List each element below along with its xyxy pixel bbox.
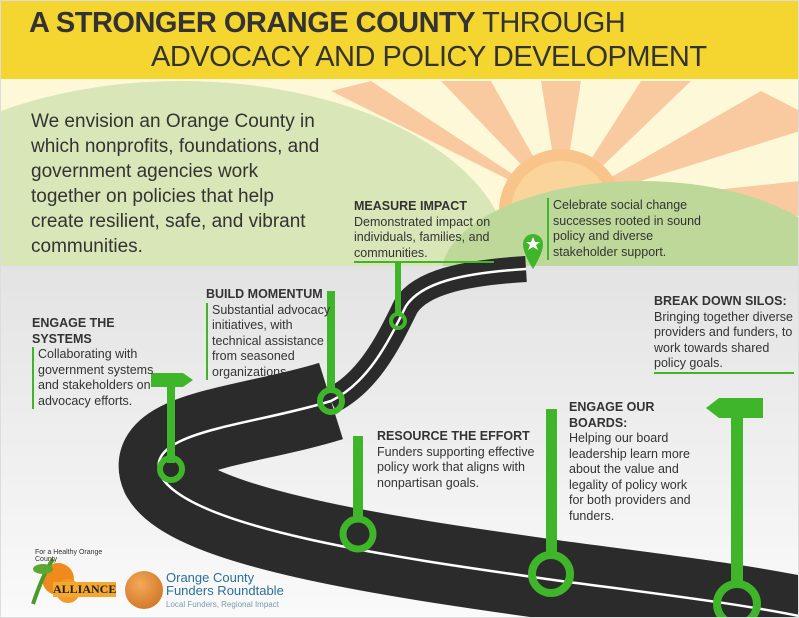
orange-icon	[125, 571, 163, 609]
step-break-down-silos: BREAK DOWN SILOS: Bringing together dive…	[654, 294, 794, 374]
alliance-logo: For a Healthy Orange County ALLIANCE	[13, 549, 118, 614]
signposts	[151, 234, 763, 617]
funders-roundtable-logo: Orange County Funders Roundtable Local Fu…	[125, 569, 295, 614]
title-banner: A STRONGER ORANGE COUNTY THROUGH ADVOCAC…	[1, 1, 798, 79]
celebrate-text: Celebrate social change successes rooted…	[547, 198, 717, 260]
star-icon	[526, 237, 540, 250]
step-build-momentum: BUILD MOMENTUM Substantial advocacy init…	[206, 287, 336, 380]
page-title: A STRONGER ORANGE COUNTY THROUGH	[29, 7, 626, 39]
vision-statement: We envision an Orange County in which no…	[31, 111, 320, 257]
step-engage-boards: ENGAGE OUR BOARDS: Helping our board lea…	[569, 400, 691, 523]
page-title-line2: ADVOCACY AND POLICY DEVELOPMENT	[151, 41, 707, 73]
step-measure-impact: MEASURE IMPACT Demonstrated impact on in…	[354, 199, 494, 263]
step-engage-systems: ENGAGE THE SYSTEMS Collaborating with go…	[32, 316, 162, 409]
step-resource-effort: RESOURCE THE EFFORT Funders supporting e…	[377, 429, 535, 490]
